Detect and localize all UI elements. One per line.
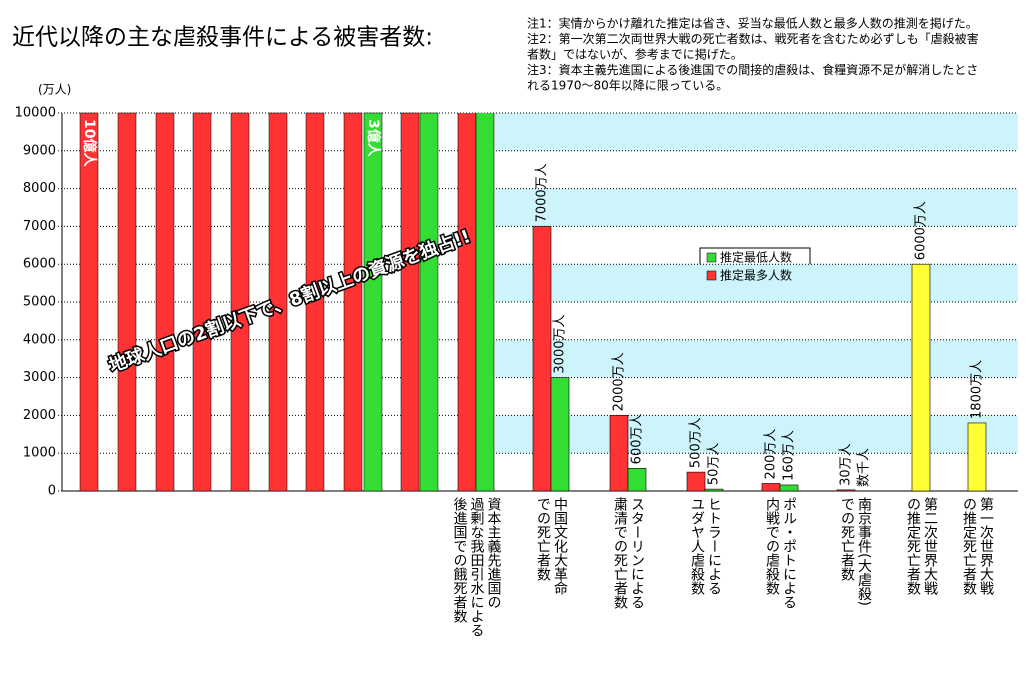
- stripe: [363, 112, 383, 492]
- x-tick-label: 南京事件(大虐殺) での死亡者数: [838, 497, 872, 606]
- grid-band: [495, 415, 1018, 454]
- x-tick-line: の推定死亡者数: [905, 497, 921, 595]
- y-tick-label: 6000: [23, 257, 56, 272]
- value-label: 2000万人: [612, 352, 627, 411]
- bar: [836, 489, 856, 491]
- chart-title: 近代以降の主な虐殺事件による被害者数:: [12, 25, 433, 51]
- value-label: 160万人: [782, 430, 797, 481]
- value-label: 30万人: [839, 443, 854, 486]
- bar: [475, 113, 495, 491]
- y-unit: (万人): [38, 83, 71, 97]
- bar: [967, 422, 987, 491]
- legend-swatch: [706, 270, 717, 281]
- bar: [550, 377, 570, 491]
- x-tick-line: ポル・ポトによる: [781, 497, 797, 609]
- x-tick-line: ユダヤ人虐殺数: [689, 497, 705, 595]
- bar: [686, 471, 706, 491]
- x-tick-line: 南京事件(大虐殺): [856, 497, 872, 606]
- x-tick-line: 過剰な我田引水による: [468, 497, 485, 637]
- note: れる1970～80年以降に限っている。: [527, 79, 728, 93]
- x-tick-label: ポル・ポトによる 内戦での虐殺数: [763, 497, 797, 609]
- bar: [911, 263, 931, 491]
- stripe: [117, 112, 137, 492]
- bar: [627, 468, 647, 491]
- stripe: [79, 112, 99, 492]
- bar: [704, 488, 724, 491]
- grid-band: [495, 339, 1018, 378]
- value-label: 数千人: [857, 448, 872, 487]
- x-tick-line: 第一次世界大戦: [978, 497, 994, 595]
- grid-band: [495, 188, 1018, 227]
- x-tick-line: での死亡者数: [535, 497, 551, 581]
- stripe: [419, 112, 439, 492]
- y-tick-label: 9000: [23, 143, 56, 158]
- stripe: [268, 112, 288, 492]
- bar: [457, 113, 477, 491]
- x-tick-label: 中国文化大革命 での死亡者数: [534, 497, 568, 595]
- x-tick-line: 第二次世界大戦: [922, 497, 938, 595]
- x-tick-line: 資本主義先進国の: [485, 497, 502, 609]
- y-tick-label: 8000: [23, 181, 56, 196]
- bar: [779, 484, 799, 491]
- value-label: 3000万人: [553, 315, 568, 374]
- y-tick-label: 5000: [23, 295, 56, 310]
- x-tick-line: 粛清での死亡者数: [612, 497, 628, 609]
- bar: [532, 226, 552, 491]
- x-tick-line: スターリンによる: [629, 497, 645, 609]
- x-tick-line: ヒトラーによる: [706, 497, 722, 595]
- note: 者数」ではないが、参考までに掲げた。: [527, 47, 743, 62]
- y-tick-label: 1000: [23, 446, 56, 461]
- y-tick-label: 4000: [23, 332, 56, 347]
- value-label: 3億人: [365, 119, 382, 158]
- value-label: 10億人: [81, 119, 98, 167]
- x-tick-label: ヒトラーによる ユダヤ人虐殺数: [688, 497, 722, 595]
- stripe: [400, 112, 420, 492]
- y-tick-label: 7000: [23, 219, 56, 234]
- x-tick-label: 第二次世界大戦 の推定死亡者数: [904, 497, 938, 595]
- stripe: [343, 112, 363, 492]
- y-tick-label: 3000: [23, 370, 56, 385]
- stripe: [305, 112, 325, 492]
- y-tick-label: 0: [48, 484, 56, 499]
- legend-swatch: [706, 252, 717, 263]
- stripe: [192, 112, 212, 492]
- value-label: 500万人: [689, 417, 704, 468]
- stripe: [155, 112, 175, 492]
- value-label: 1800万人: [970, 360, 985, 419]
- value-label: 7000万人: [535, 163, 550, 222]
- x-tick-label: スターリンによる 粛清での死亡者数: [611, 497, 645, 609]
- grid-band: [495, 264, 1018, 302]
- legend-label: 推定最多人数: [720, 268, 792, 283]
- y-tick-label: 10000: [15, 106, 56, 121]
- value-label: 50万人: [707, 443, 722, 486]
- x-tick-label: 資本主義先進国の 過剰な我田引水による 後進国での餓死者数: [451, 497, 502, 637]
- x-tick-line: 内戦での虐殺数: [764, 497, 780, 595]
- bar: [761, 483, 781, 491]
- x-tick-line: の推定死亡者数: [961, 497, 977, 595]
- note: 注3：資本主義先進国による後進国での間接的虐殺は、食糧資源不足が解消したとさ: [527, 62, 978, 77]
- stripe: [230, 112, 250, 492]
- legend-label: 推定最低人数: [720, 250, 792, 265]
- value-label: 200万人: [764, 429, 779, 480]
- x-tick-line: 後進国での餓死者数: [451, 497, 468, 623]
- value-label: 6000万人: [914, 201, 929, 260]
- note: 注2：第一次第二次両世界大戦の死亡者数は、戦死者を含むため必ずしも「虐殺被害: [527, 31, 979, 46]
- value-label: 600万人: [630, 413, 645, 464]
- x-tick-line: 中国文化大革命: [552, 497, 568, 595]
- note: 注1：実情からかけ離れた推定は省き、妥当な最低人数と最多人数の推測を掲げた。: [527, 16, 978, 31]
- bar: [609, 415, 629, 491]
- y-tick-label: 2000: [23, 408, 56, 423]
- x-tick-label: 第一次世界大戦 の推定死亡者数: [960, 497, 994, 595]
- grid-band: [495, 113, 1018, 151]
- x-tick-line: での死亡者数: [839, 497, 855, 581]
